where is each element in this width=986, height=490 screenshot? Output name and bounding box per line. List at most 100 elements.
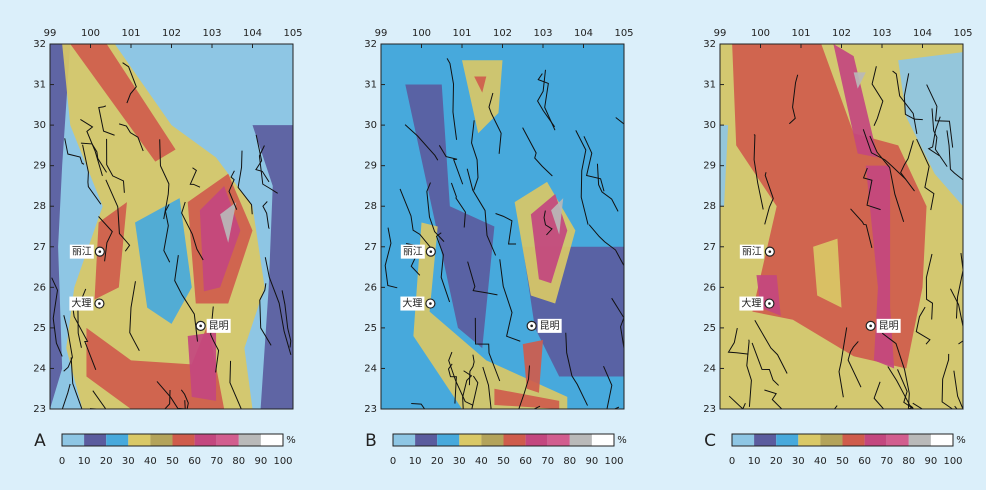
- colorbar-swatch: [798, 434, 821, 446]
- y-tick-label: 30: [33, 120, 46, 131]
- colorbar-tick-label: 10: [409, 456, 422, 467]
- x-tick-label: 104: [913, 28, 932, 39]
- colorbar-tick-label: 80: [232, 456, 245, 467]
- fault-line: [189, 167, 201, 188]
- fault-line: [474, 317, 501, 382]
- y-tick-label: 32: [33, 39, 46, 50]
- city-label-box: [400, 296, 425, 311]
- colorbar-swatch: [194, 434, 217, 446]
- fault-line: [753, 134, 764, 210]
- hazard-zone: [187, 331, 217, 401]
- colorbar-swatch: [754, 434, 777, 446]
- x-tick-label: 101: [121, 28, 140, 39]
- fault-line: [751, 342, 779, 386]
- y-tick-label: 27: [703, 242, 716, 253]
- colorbar-swatch: [525, 434, 548, 446]
- fault-line: [746, 339, 752, 407]
- city-dot: [768, 250, 772, 253]
- hazard-zone: [413, 222, 568, 409]
- fault-line: [466, 168, 497, 256]
- x-tick-label: 102: [832, 28, 851, 39]
- x-tick-label: 100: [412, 28, 431, 39]
- city-label-box: [69, 244, 94, 259]
- fault-line: [259, 283, 272, 346]
- city-label: 大理: [71, 297, 91, 310]
- fault-line: [98, 105, 115, 136]
- colorbar-swatch: [106, 434, 129, 446]
- x-tick-label: 99: [714, 28, 727, 39]
- fault-line: [499, 259, 521, 342]
- city-dot: [429, 250, 433, 253]
- fault-line: [255, 134, 270, 183]
- city-label: 大理: [402, 297, 422, 310]
- y-tick-label: 23: [364, 404, 377, 415]
- fault-line: [237, 150, 253, 215]
- city-dot: [530, 324, 533, 328]
- fault-line: [862, 167, 881, 211]
- fault-line: [258, 145, 278, 194]
- x-tick-label: 104: [574, 28, 593, 39]
- colorbar-swatch: [547, 434, 570, 446]
- colorbar-tick-label: 30: [453, 456, 466, 467]
- colorbar-frame: [61, 433, 284, 447]
- x-tick-label: 105: [283, 28, 302, 39]
- fault-line: [915, 306, 931, 345]
- hazard-zone: [865, 165, 895, 369]
- colorbar-frame: [731, 433, 954, 447]
- colorbar-tick-label: 70: [880, 456, 893, 467]
- colorbar-tick-label: 20: [100, 456, 113, 467]
- y-tick-label: 23: [703, 404, 716, 415]
- colorbar-tick-label: 60: [188, 456, 201, 467]
- fault-line: [228, 170, 238, 210]
- colorbar-swatch: [503, 434, 526, 446]
- fault-line: [105, 179, 131, 252]
- y-tick-label: 26: [364, 282, 377, 293]
- y-tick-label: 23: [33, 404, 46, 415]
- hazard-zone: [720, 125, 729, 207]
- hazard-zone: [833, 44, 878, 158]
- y-tick-label: 24: [364, 363, 377, 374]
- city-label-box: [400, 244, 425, 259]
- colorbar-tick-label: 70: [541, 456, 554, 467]
- city-label: 丽江: [403, 246, 423, 258]
- colorbar-swatch: [238, 434, 261, 446]
- panel-label: C: [704, 431, 716, 451]
- fault-line: [446, 58, 458, 140]
- y-tick-label: 24: [703, 363, 716, 374]
- y-tick-label: 24: [33, 363, 46, 374]
- colorbar-tick-label: 20: [431, 456, 444, 467]
- colorbar-swatch: [886, 434, 909, 446]
- y-tick-label: 32: [703, 39, 716, 50]
- colorbar-swatch: [62, 434, 85, 446]
- colorbar-tick-label: 60: [519, 456, 532, 467]
- hazard-zone: [405, 84, 495, 349]
- y-tick-label: 25: [703, 323, 716, 334]
- x-tick-label: 99: [375, 28, 388, 39]
- colorbar-swatch: [732, 434, 755, 446]
- fault-line: [941, 353, 953, 410]
- colorbar-unit: %: [286, 435, 296, 446]
- fault-line: [174, 255, 199, 342]
- colorbar-swatch: [864, 434, 887, 446]
- hazard-zone: [551, 198, 564, 235]
- fault-line: [925, 253, 934, 320]
- y-tick-label: 28: [33, 201, 46, 212]
- fault-line: [543, 210, 553, 236]
- y-tick-label: 31: [703, 80, 716, 91]
- city-label: 昆明: [540, 320, 560, 332]
- hazard-zone: [220, 202, 237, 243]
- fault-line: [575, 130, 589, 225]
- fault-line: [871, 66, 884, 126]
- city-dot: [869, 324, 872, 328]
- fault-line: [63, 315, 73, 372]
- y-tick-label: 31: [364, 80, 377, 91]
- colorbar-tick-label: 70: [210, 456, 223, 467]
- colorbar-tick-label: 0: [59, 456, 65, 467]
- colorbar-tick-label: 40: [475, 456, 488, 467]
- y-tick-label: 25: [33, 323, 46, 334]
- city-label-box: [69, 296, 94, 311]
- fault-line: [262, 201, 270, 229]
- city-label-box: [206, 318, 231, 333]
- colorbar-swatch: [172, 434, 195, 446]
